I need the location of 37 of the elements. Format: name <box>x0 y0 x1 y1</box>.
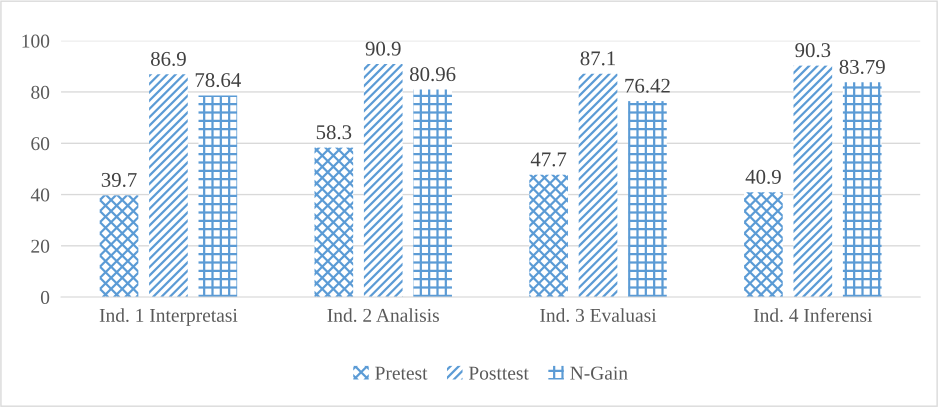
y-tick-label: 0 <box>40 290 50 304</box>
data-label: 80.96 <box>410 67 456 82</box>
data-label: 90.9 <box>366 42 401 56</box>
data-label: 86.9 <box>151 52 186 66</box>
data-label: 47.7 <box>530 152 566 166</box>
bar <box>100 195 138 298</box>
x-tick-label: Ind. 2 Analisis <box>327 308 439 322</box>
data-label: 90.3 <box>795 43 830 58</box>
x-tick-label: Ind. 3 Evaluasi <box>540 308 656 322</box>
bar <box>364 64 403 298</box>
legend-label: Pretest <box>375 366 428 380</box>
y-tick-label: 80 <box>31 86 50 99</box>
data-label: 39.7 <box>102 172 137 188</box>
data-label: 40.9 <box>746 170 781 184</box>
bar <box>793 66 832 298</box>
bar <box>413 90 452 298</box>
y-tick-label: 60 <box>31 137 50 150</box>
legend-label: N-Gain <box>570 366 628 380</box>
data-label: 83.79 <box>840 60 885 74</box>
data-label: 76.42 <box>625 78 670 93</box>
legend-label: Posttest <box>468 366 529 380</box>
x-tick-label: Ind. 4 Inferensi <box>754 308 872 322</box>
bar <box>149 74 188 298</box>
y-tick-label: 100 <box>22 34 50 48</box>
bar <box>744 192 783 298</box>
data-label: 78.64 <box>196 73 241 88</box>
data-label: 58.3 <box>316 125 352 140</box>
bar <box>314 148 354 298</box>
bar <box>578 74 618 298</box>
x-tick-label: Ind. 1 Interpretasi <box>100 308 238 326</box>
bar <box>529 174 568 298</box>
data-label: 87.1 <box>580 51 616 66</box>
bar <box>842 82 882 298</box>
y-tick-label: 40 <box>30 188 50 202</box>
bar <box>198 95 238 298</box>
y-tick-label: 20 <box>31 240 50 253</box>
bar <box>628 101 667 298</box>
